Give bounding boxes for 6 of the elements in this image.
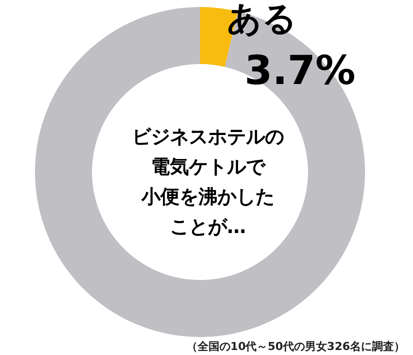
text: 小便を沸かした — [140, 186, 274, 208]
text: ことが… — [170, 216, 246, 238]
data-label: 3.7% — [244, 48, 356, 94]
text: 電気ケトルで — [151, 156, 266, 178]
text: ビジネスホテルの — [132, 126, 284, 148]
text: （全国の10代～50代の男女326名に調査） — [186, 340, 405, 353]
